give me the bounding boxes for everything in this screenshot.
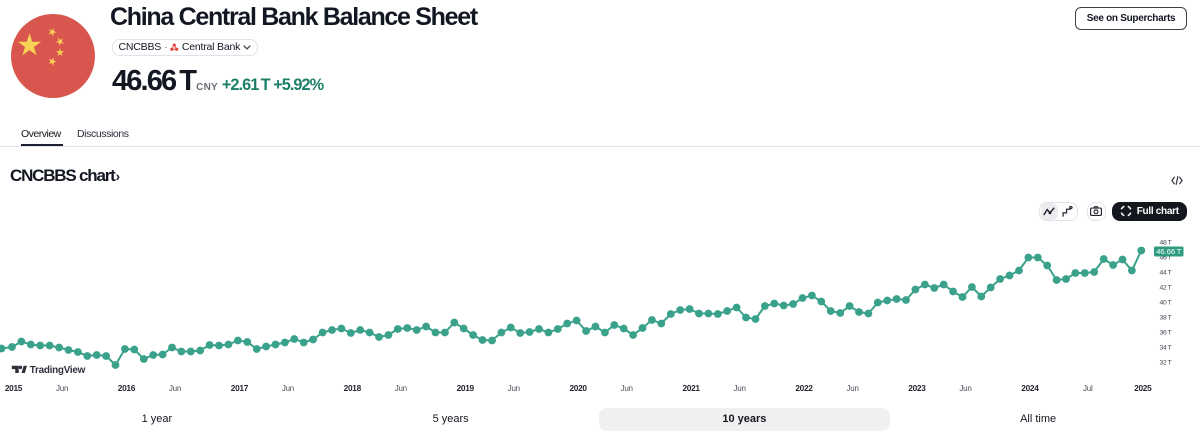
svg-text:Jun: Jun <box>847 384 859 393</box>
svg-text:40 T: 40 T <box>1160 300 1172 307</box>
svg-text:Jun: Jun <box>734 384 746 393</box>
svg-text:2020: 2020 <box>569 383 587 393</box>
svg-text:42 T: 42 T <box>1160 285 1172 292</box>
svg-text:2018: 2018 <box>344 383 362 393</box>
svg-text:Jun: Jun <box>56 384 68 393</box>
svg-text:2023: 2023 <box>908 383 926 393</box>
svg-text:Jun: Jun <box>508 384 520 393</box>
svg-text:44 T: 44 T <box>1160 270 1172 277</box>
svg-text:2025: 2025 <box>1134 383 1152 393</box>
svg-text:48 T: 48 T <box>1160 240 1172 247</box>
svg-text:2017: 2017 <box>231 383 249 393</box>
svg-text:2019: 2019 <box>457 383 475 393</box>
svg-text:34 T: 34 T <box>1160 345 1172 352</box>
svg-text:2022: 2022 <box>795 383 813 393</box>
svg-text:TradingView: TradingView <box>30 365 86 376</box>
svg-text:46.66 T: 46.66 T <box>1156 247 1182 256</box>
svg-text:46 T: 46 T <box>1160 255 1172 262</box>
svg-text:2016: 2016 <box>118 383 136 393</box>
svg-text:2015: 2015 <box>5 383 23 393</box>
svg-text:Jun: Jun <box>959 384 971 393</box>
svg-text:36 T: 36 T <box>1160 330 1172 337</box>
svg-text:2021: 2021 <box>682 383 700 393</box>
svg-text:32 T: 32 T <box>1160 360 1172 367</box>
svg-text:38 T: 38 T <box>1160 315 1172 322</box>
svg-text:2024: 2024 <box>1021 383 1039 393</box>
svg-text:Jun: Jun <box>169 384 181 393</box>
svg-text:Jun: Jun <box>395 384 407 393</box>
svg-text:Jun: Jun <box>621 384 633 393</box>
svg-text:Jul: Jul <box>1083 384 1093 393</box>
svg-text:Jun: Jun <box>282 384 294 393</box>
